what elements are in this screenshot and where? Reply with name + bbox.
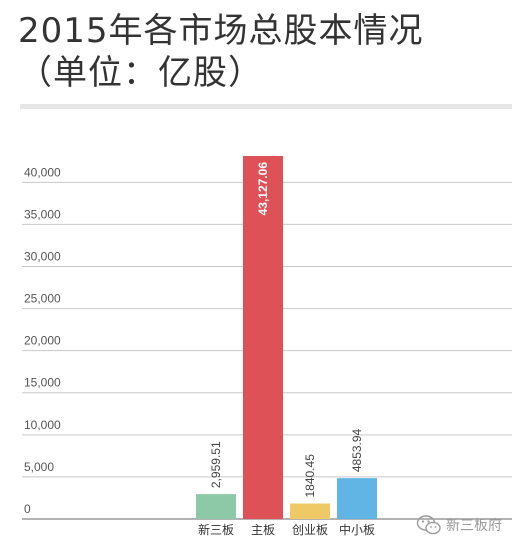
y-tick-label: 5,000 [24, 460, 54, 474]
bar-value-label: 2,959.51 [209, 441, 223, 488]
wechat-logo-icon [416, 515, 441, 535]
x-tick-label: 主板 [251, 523, 275, 537]
y-tick-label: 30,000 [24, 249, 61, 263]
watermark-text: 新三板府 [446, 518, 502, 534]
watermark: 新三板府 [416, 514, 502, 536]
chart-title: 2015年各市场总股本情况 （单位：亿股） [18, 10, 518, 94]
bar [196, 494, 236, 519]
y-tick-label: 25,000 [24, 292, 61, 306]
bar [337, 478, 377, 519]
bar-value-label: 1840.45 [303, 454, 317, 498]
bar [243, 156, 283, 519]
chart-title-line2: （单位：亿股） [18, 53, 263, 93]
y-tick-label: 40,000 [24, 165, 61, 179]
y-tick-label: 0 [24, 502, 31, 516]
y-tick-label: 10,000 [24, 418, 61, 432]
y-tick-label: 15,000 [24, 376, 61, 390]
chart-title-line1: 2015年各市场总股本情况 [18, 11, 424, 51]
x-tick-label: 新三板 [198, 522, 234, 537]
title-divider [20, 104, 512, 109]
bar-value-label: 43,127.06 [256, 162, 270, 216]
y-tick-label: 20,000 [24, 334, 61, 348]
x-tick-label: 中小板 [339, 522, 375, 537]
x-tick-label: 创业板 [292, 523, 328, 537]
bar [290, 503, 330, 519]
bar-value-label: 4853.94 [350, 428, 364, 472]
y-tick-label: 35,000 [24, 207, 61, 221]
